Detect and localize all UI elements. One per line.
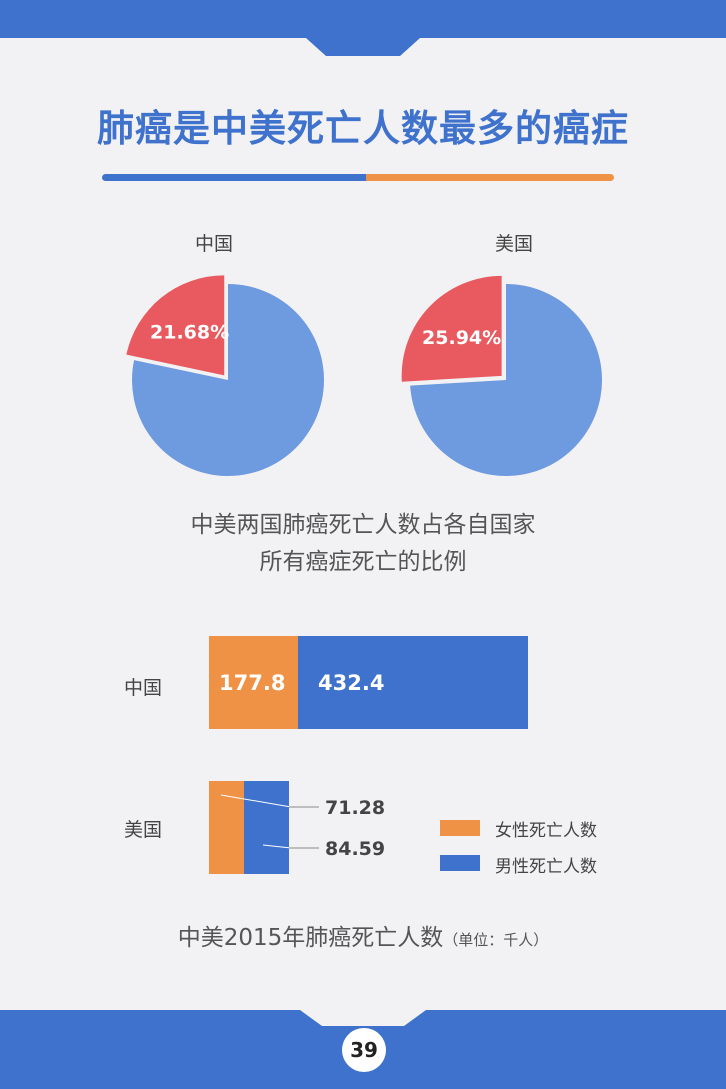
pie-caption-line2: 所有癌症死亡的比例 [259, 549, 467, 575]
pie-caption: 中美两国肺癌死亡人数占各自国家 所有癌症死亡的比例 [0, 507, 726, 581]
top-band [0, 0, 726, 56]
bar-caption: 中美2015年肺癌死亡人数（单位：千人） [0, 918, 726, 952]
bar-china-female: 177.8 [209, 636, 298, 729]
legend-label-female: 女性死亡人数 [495, 821, 597, 841]
bar-caption-title: 中美2015年肺癌死亡人数 [177, 925, 444, 951]
pie-china-slice-rest [132, 284, 324, 476]
bar-category-usa: 美国 [124, 819, 163, 841]
pie-usa-slice-lung [401, 275, 502, 382]
bar-usa-female-label: 71.28 [325, 797, 386, 819]
pie-china-slice-lung [126, 275, 225, 376]
title-underline-blue [102, 174, 366, 181]
bar-usa-male-label: 84.59 [325, 838, 386, 860]
bar-usa-male [244, 781, 289, 874]
usa-leader-lines-outside [289, 806, 319, 849]
pie-title-china: 中国 [194, 233, 233, 255]
legend-label-male: 男性死亡人数 [495, 857, 597, 877]
page-title: 肺癌是中美死亡人数最多的癌症 [97, 107, 629, 150]
bar-usa-female [209, 781, 244, 874]
pie-title-usa: 美国 [494, 233, 533, 255]
pie-usa-slice-rest [410, 284, 602, 476]
bar-caption-unit: （单位：千人） [443, 931, 549, 949]
bar-china-female-label: 177.8 [219, 670, 286, 695]
pie-china-label: 21.68% [150, 322, 229, 344]
page-number: 39 [342, 1028, 386, 1072]
legend-swatch-female [440, 820, 480, 836]
pie-usa: 25.94% [401, 275, 602, 476]
bar-category-china: 中国 [124, 677, 163, 699]
pie-caption-line1: 中美两国肺癌死亡人数占各自国家 [190, 512, 536, 538]
pie-usa-label: 25.94% [422, 327, 501, 349]
title-underline-orange [366, 174, 614, 181]
legend-swatch-male [440, 855, 480, 871]
pie-china: 21.68% [126, 275, 324, 476]
bar-china-male-label: 432.4 [318, 670, 385, 695]
bar-china-male: 432.4 [298, 636, 528, 729]
